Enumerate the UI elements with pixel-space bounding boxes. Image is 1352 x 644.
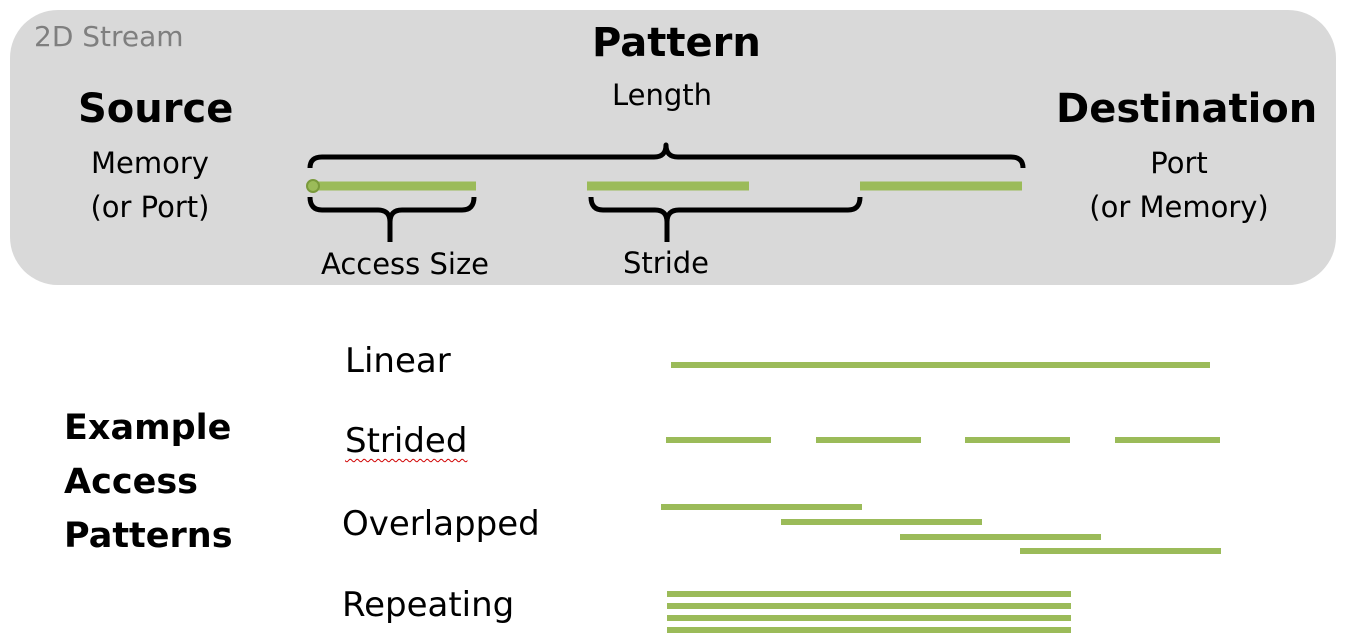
- stream-panel: [10, 10, 1336, 285]
- pattern-title: Pattern: [592, 20, 761, 66]
- source-line-1: Memory: [91, 146, 209, 180]
- example-heading-line: Example: [64, 408, 232, 448]
- destination-title: Destination: [1056, 86, 1318, 132]
- example-heading: Example Access Patterns: [64, 401, 233, 563]
- stride-label: Stride: [623, 246, 710, 280]
- stream-start-dot: [306, 179, 320, 193]
- destination-line-2: (or Memory): [1089, 190, 1269, 224]
- pattern-label-overlapped: Overlapped: [342, 504, 540, 544]
- example-heading-line: Access: [64, 462, 198, 502]
- source-title: Source: [78, 86, 234, 132]
- access-size-label: Access Size: [321, 247, 490, 281]
- access-size-brace: [307, 196, 477, 242]
- example-heading-line: Patterns: [64, 516, 233, 556]
- stride-brace: [588, 196, 863, 242]
- pattern-label-linear: Linear: [345, 341, 451, 381]
- destination-description: Port (or Memory): [1069, 141, 1289, 229]
- pattern-label-strided: Strided: [345, 421, 468, 461]
- stream-type-tag: 2D Stream: [34, 20, 184, 53]
- pattern-length-brace: [307, 142, 1026, 169]
- source-line-2: (or Port): [90, 190, 210, 224]
- pattern-label-repeating: Repeating: [342, 585, 515, 625]
- source-description: Memory (or Port): [60, 141, 240, 229]
- destination-line-1: Port: [1150, 146, 1208, 180]
- pattern-length-label: Length: [612, 78, 713, 112]
